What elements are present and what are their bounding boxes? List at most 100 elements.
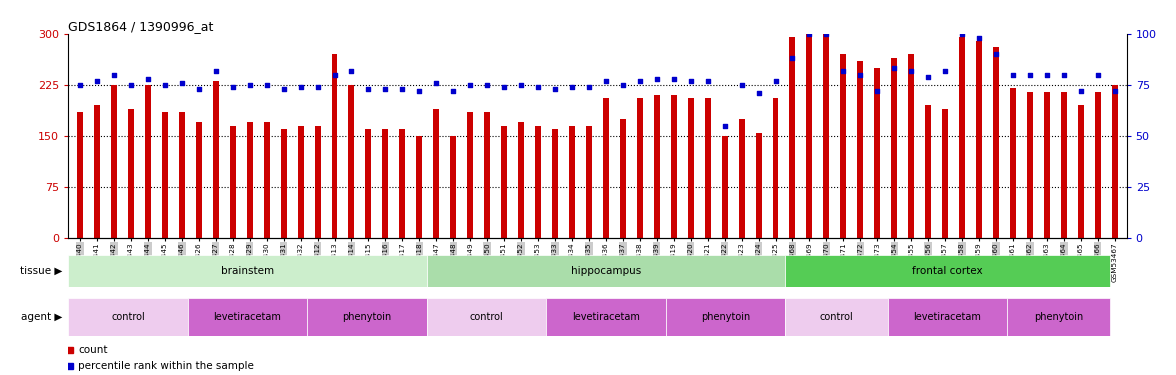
Point (529, 84, 548, 90)
Bar (382, 129, 388, 238)
Bar (908, 54, 914, 238)
Point (580, 84, 599, 90)
Bar (307, 298, 427, 336)
Bar (281, 129, 287, 238)
Point (274, 86, 293, 92)
Point (477, 82, 496, 88)
Text: count: count (79, 345, 108, 355)
Point (817, 31, 836, 37)
Point (240, 82, 259, 88)
Bar (427, 298, 546, 336)
Bar (68, 255, 427, 287)
Point (461, 82, 480, 88)
Text: agent ▶: agent ▶ (21, 312, 62, 322)
Bar (78, 112, 83, 238)
Text: phenytoin: phenytoin (701, 312, 750, 322)
Point (749, 90, 768, 96)
Text: control: control (820, 312, 854, 322)
Point (834, 68, 853, 74)
Bar (670, 95, 676, 238)
Point (139, 76, 158, 82)
Bar (1044, 92, 1050, 238)
Bar (789, 37, 795, 238)
Point (562, 84, 581, 90)
Bar (535, 126, 541, 238)
Bar (654, 95, 660, 238)
Point (1021, 72, 1040, 78)
Point (630, 78, 649, 84)
Bar (926, 105, 931, 238)
Point (699, 78, 717, 84)
Bar (993, 47, 998, 238)
Bar (891, 58, 897, 238)
Point (596, 78, 615, 84)
Text: control: control (111, 312, 145, 322)
Point (783, 55, 802, 61)
Point (410, 88, 429, 94)
Point (647, 76, 666, 82)
Point (173, 80, 192, 86)
Text: frontal cortex: frontal cortex (913, 266, 983, 276)
Point (495, 84, 514, 90)
Bar (519, 122, 524, 238)
Bar (366, 129, 372, 238)
Bar (501, 126, 507, 238)
Point (733, 82, 751, 88)
Bar (68, 298, 188, 336)
Bar (704, 99, 710, 238)
Point (953, 31, 971, 37)
Bar (162, 112, 168, 238)
Point (206, 68, 225, 74)
Bar (786, 255, 1109, 287)
Bar (586, 126, 592, 238)
Point (1055, 72, 1074, 78)
Bar (722, 136, 728, 238)
Bar (666, 298, 786, 336)
Point (766, 78, 784, 84)
Bar (332, 54, 338, 238)
Bar (1078, 105, 1084, 238)
Text: percentile rank within the sample: percentile rank within the sample (79, 361, 254, 371)
Bar (348, 85, 354, 238)
Bar (1007, 298, 1109, 336)
Point (325, 72, 343, 78)
Text: phenytoin: phenytoin (342, 312, 392, 322)
Point (88, 78, 107, 84)
Bar (739, 119, 744, 238)
Text: GDS1864 / 1390996_at: GDS1864 / 1390996_at (68, 20, 214, 33)
Bar (874, 68, 881, 238)
Bar (942, 109, 948, 238)
Bar (400, 129, 406, 238)
Point (121, 82, 140, 88)
Text: levetiracetam: levetiracetam (214, 312, 281, 322)
Point (884, 66, 903, 72)
Bar (546, 298, 666, 336)
Bar (1027, 92, 1033, 238)
Bar (888, 298, 1007, 336)
Text: phenytoin: phenytoin (1034, 312, 1083, 322)
Point (342, 68, 361, 74)
Bar (1095, 92, 1101, 238)
Point (359, 86, 377, 92)
Bar (128, 109, 134, 238)
Point (1071, 88, 1090, 94)
Bar (179, 112, 185, 238)
Point (681, 78, 700, 84)
Bar (688, 99, 694, 238)
Bar (467, 112, 473, 238)
Bar (1010, 88, 1016, 238)
Point (1003, 72, 1022, 78)
Text: levetiracetam: levetiracetam (914, 312, 981, 322)
Bar (857, 61, 863, 238)
Bar (247, 122, 253, 238)
Bar (485, 112, 490, 238)
Point (376, 86, 395, 92)
Bar (620, 119, 626, 238)
Point (970, 35, 989, 41)
Bar (427, 255, 786, 287)
Point (614, 82, 633, 88)
Point (987, 51, 1005, 57)
Bar (637, 99, 643, 238)
Bar (841, 54, 847, 238)
Bar (314, 126, 321, 238)
